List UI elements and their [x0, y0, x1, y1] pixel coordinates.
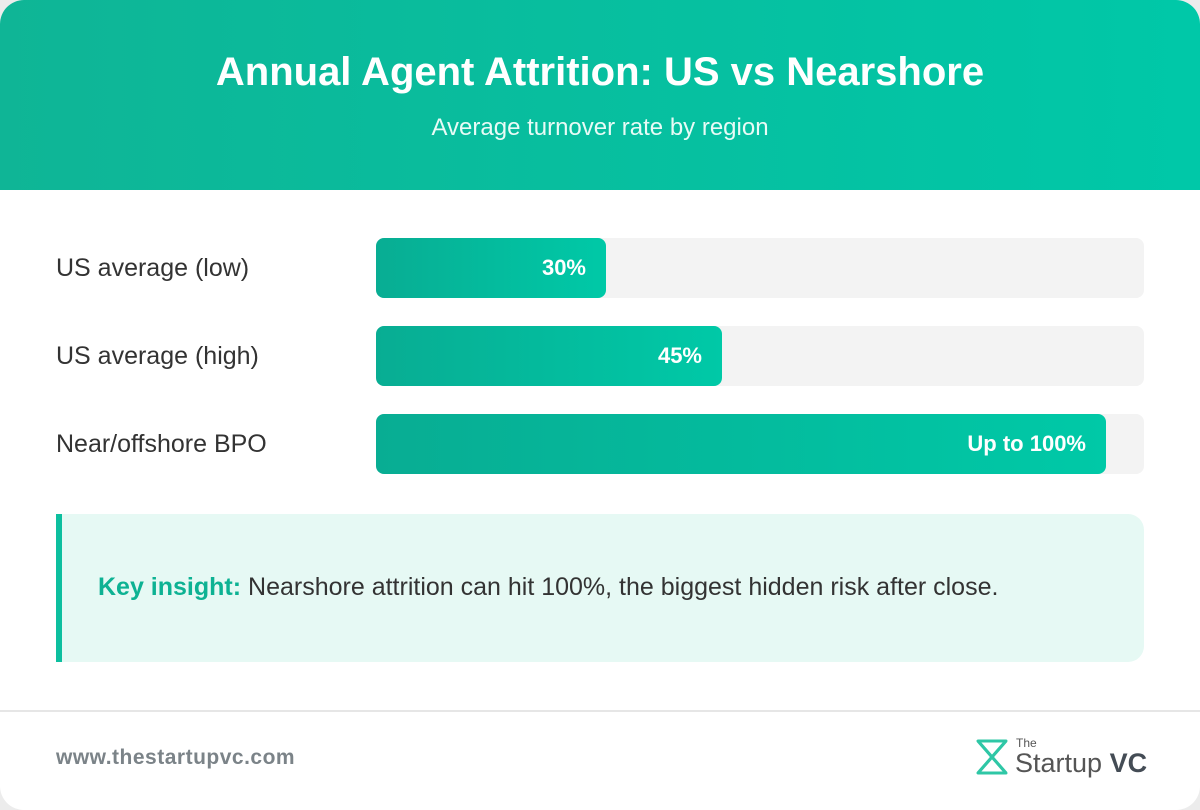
- bar-track: Up to 100%: [376, 414, 1144, 474]
- bar-track: 30%: [376, 238, 1144, 298]
- bar-category-label: Near/offshore BPO: [56, 430, 267, 458]
- bar: Up to 100%: [376, 414, 1106, 474]
- bar: 45%: [376, 326, 722, 386]
- bar-value-label: 45%: [657, 343, 702, 368]
- logo-word-startup: Startup: [1015, 748, 1103, 778]
- bar-track: 45%: [376, 326, 1144, 386]
- header-banner: Annual Agent Attrition: US vs Nearshore …: [0, 0, 1200, 190]
- startup-vc-logo-icon: [976, 739, 1008, 775]
- insight-key-label: Key insight:: [98, 573, 242, 601]
- bar-category-label: US average (low): [56, 254, 250, 282]
- footer-divider: [0, 710, 1200, 712]
- insight-callout: Key insight: Nearshore attrition can hit…: [56, 514, 1144, 662]
- logo-wordmark: Startup VC: [1015, 748, 1147, 779]
- bar-category-label: US average (high): [56, 342, 259, 370]
- bar: 30%: [376, 238, 606, 298]
- logo-word-vc: VC: [1109, 748, 1148, 778]
- brand-logo[interactable]: The Startup VC: [974, 736, 1154, 780]
- chart-subtitle: Average turnover rate by region: [431, 114, 769, 141]
- chart-title: Annual Agent Attrition: US vs Nearshore: [215, 50, 985, 94]
- bar-value-label: Up to 100%: [967, 431, 1086, 456]
- footer-url[interactable]: www.thestartupvc.com: [56, 746, 296, 769]
- insight-body: Nearshore attrition can hit 100%, the bi…: [241, 573, 999, 601]
- insight-text: Key insight: Nearshore attrition can hit…: [98, 572, 998, 602]
- logo-small-text: The: [1016, 736, 1037, 750]
- bar-value-label: 30%: [541, 255, 586, 280]
